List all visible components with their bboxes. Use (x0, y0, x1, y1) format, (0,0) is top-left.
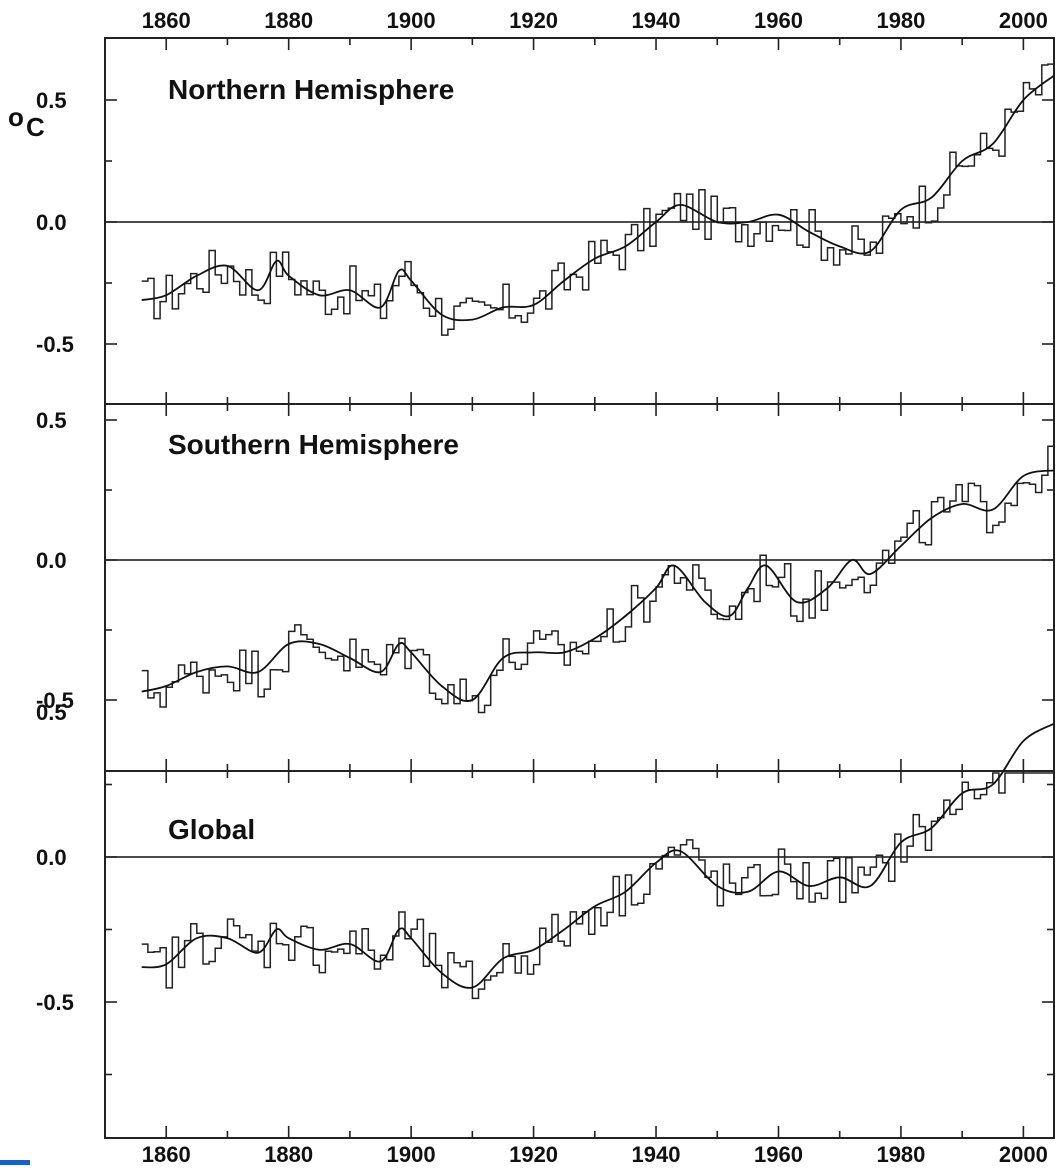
x-tick-label-top: 1860 (142, 8, 191, 33)
x-tick-label-top: 1940 (632, 8, 681, 33)
annual-series (141, 772, 1054, 1000)
blue-corner-mark (0, 1160, 30, 1165)
smoothed-series (141, 74, 1055, 322)
smoothed-series (141, 469, 1055, 702)
annual-series (141, 63, 1055, 336)
panel-global: Global 0.5 0.0 -0.5 (36, 700, 1055, 1139)
y-tick-label: 0.0 (36, 210, 67, 235)
y-tick-label: 0.0 (36, 548, 67, 573)
bottom-x-axis-labels: 1860 1880 1900 1920 1940 1960 1980 2000 (142, 1142, 1048, 1167)
y-tick-label: 0.5 (36, 408, 67, 433)
x-tick-label-top: 1900 (387, 8, 436, 33)
x-tick-label-bottom: 1940 (632, 1142, 681, 1167)
panel-frame (104, 770, 1055, 1139)
x-tick-label-top: 1880 (264, 8, 313, 33)
x-tick-label-top: 1960 (754, 8, 803, 33)
x-tick-label-bottom: 1980 (876, 1142, 925, 1167)
panel-title-southern: Southern Hemisphere (168, 429, 459, 460)
panel-southern-hemisphere: Southern Hemisphere 0.5 0.0 -0.5 (36, 403, 1055, 772)
panel-northern-hemisphere: Northern Hemisphere o C 0.5 0.0 -0.5 (8, 37, 1055, 405)
y-tick-label: 0.0 (36, 845, 67, 870)
panel-title-northern: Northern Hemisphere (168, 74, 454, 105)
x-tick-label-top: 1980 (876, 8, 925, 33)
y-tick-label: -0.5 (36, 332, 74, 357)
top-x-axis-labels: 1860 1880 1900 1920 1940 1960 1980 2000 (142, 8, 1048, 33)
x-tick-label-bottom: 1920 (509, 1142, 558, 1167)
x-tick-label-bottom: 1960 (754, 1142, 803, 1167)
x-tick-label-bottom: 2000 (999, 1142, 1048, 1167)
smoothed-series (141, 722, 1055, 989)
unit-degree-symbol: o (8, 102, 24, 132)
unit-celsius-letter: C (26, 112, 45, 142)
y-tick-label: -0.5 (36, 990, 74, 1015)
x-tick-label-bottom: 1880 (264, 1142, 313, 1167)
x-tick-label-bottom: 1860 (142, 1142, 191, 1167)
y-tick-label: 0.5 (36, 700, 67, 725)
x-tick-label-top: 1920 (509, 8, 558, 33)
x-tick-label-bottom: 1900 (387, 1142, 436, 1167)
y-tick-label: -0.5 (36, 688, 74, 713)
x-tick-label-top: 2000 (999, 8, 1048, 33)
panel-title-global: Global (168, 814, 255, 845)
y-tick-label: 0.5 (36, 88, 67, 113)
annual-series (141, 445, 1055, 714)
